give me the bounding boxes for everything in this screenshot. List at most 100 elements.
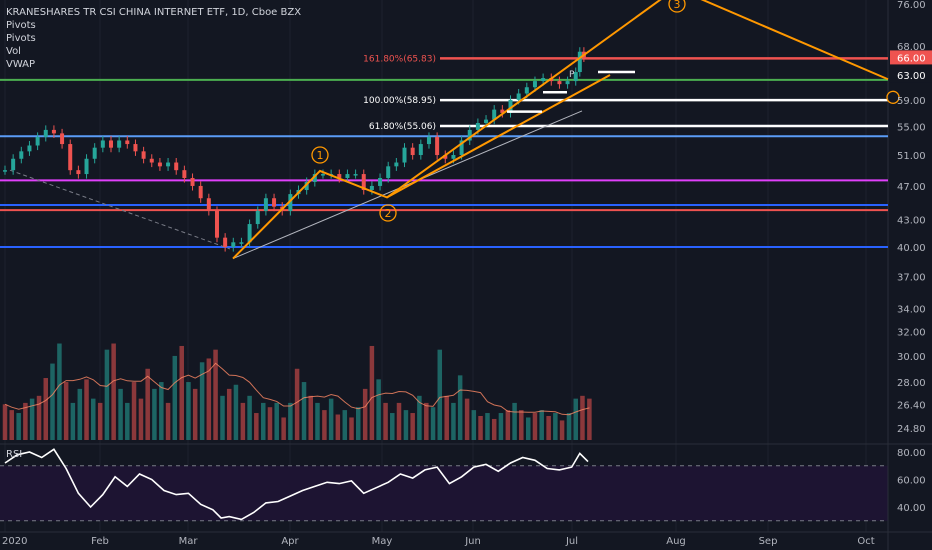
volume-bar (152, 388, 157, 440)
candle-body (532, 81, 537, 88)
wave-label-text: 3 (674, 0, 681, 11)
volume-bar (396, 402, 402, 440)
candle-body (337, 174, 342, 178)
volume-bar (43, 378, 49, 440)
volume-bar (172, 355, 178, 440)
candle-body (573, 72, 578, 82)
candle-body (239, 242, 244, 244)
price-tick-label: 34.00 (897, 305, 926, 316)
wave-label-circle (311, 146, 329, 164)
time-tick-label: 2020 (2, 536, 27, 547)
dashed-trendline (9, 169, 231, 250)
volume-bar (322, 410, 327, 440)
candle-body (117, 140, 122, 148)
volume-bar (281, 417, 286, 440)
candle-body (516, 93, 521, 100)
volume-bar (29, 398, 35, 440)
candle-body (206, 198, 211, 211)
rsi-tick-label: 80.00 (897, 448, 926, 459)
candle-body (68, 144, 73, 171)
volume-bar (294, 368, 300, 440)
candle-body (577, 51, 582, 73)
wave-label-text: 2 (385, 207, 392, 220)
volume-bar (559, 420, 565, 440)
candle-body (451, 155, 456, 159)
volume-bar (9, 410, 14, 440)
candle-body (369, 185, 374, 191)
fib-level-label: 100.00%(58.95) (363, 96, 436, 106)
volume-bar (16, 413, 21, 440)
candle-body (231, 242, 236, 248)
volume-bar (457, 375, 463, 440)
price-tick-label: 37.00 (897, 273, 926, 284)
candle-body (272, 198, 277, 207)
candle-body (484, 119, 489, 124)
volume-bar (213, 349, 218, 440)
candle-body (320, 174, 325, 176)
price-badge-label: 66.00 (897, 53, 926, 64)
candle-body (166, 162, 171, 167)
volume-bar (390, 413, 395, 440)
volume-bar (437, 349, 443, 440)
candle-body (557, 81, 562, 85)
volume-bar (36, 395, 42, 440)
volume-bar (118, 388, 123, 440)
volume-bar (566, 413, 572, 440)
candle-body (500, 109, 505, 113)
candle-body (174, 162, 179, 171)
volume-ma-line (4, 362, 590, 416)
volume-bar (355, 407, 361, 440)
price-tick-label: 55.00 (897, 122, 926, 133)
study-vol: Vol (6, 46, 21, 57)
time-tick-label: Mar (179, 536, 199, 547)
volume-bar (240, 402, 246, 440)
candle-body (426, 136, 431, 145)
candle-body (255, 210, 260, 225)
wave-channel-line (386, 74, 611, 199)
candle-body (108, 140, 113, 148)
volume-bar (77, 388, 83, 440)
volume-bar (70, 402, 76, 440)
volume-bar (417, 395, 422, 440)
volume-bar (308, 395, 313, 440)
price-tick-label: 24.80 (897, 424, 926, 435)
time-tick-label: Jul (565, 536, 578, 547)
volume-bar (539, 410, 544, 440)
volume-bar (261, 402, 266, 440)
candle-body (214, 210, 219, 238)
volume-bar (50, 363, 55, 440)
candle-body (3, 170, 7, 172)
volume-bar (220, 395, 225, 440)
candle-body (361, 174, 366, 191)
volume-bar (288, 402, 293, 440)
volume-bar (328, 398, 334, 440)
candle-body (418, 144, 423, 156)
fib-level-label: 161.80%(65.83) (363, 54, 436, 64)
volume-bar (478, 415, 483, 440)
study-pivots-1: Pivots (6, 20, 36, 31)
volume-bar (274, 402, 279, 440)
candle-body (508, 99, 513, 113)
candle-body (475, 123, 480, 130)
candle-body (60, 133, 65, 145)
volume-bar (138, 398, 144, 440)
price-tick-label: 47.00 (897, 182, 926, 193)
candle-body (304, 181, 309, 191)
volume-bar (206, 358, 212, 440)
volume-bar (505, 410, 511, 440)
symbol-title: KRANESHARES TR CSI CHINA INTERNET ETF, 1… (6, 7, 302, 18)
volume-bar (444, 395, 449, 440)
volume-bar (247, 395, 252, 440)
time-tick-label: Oct (857, 536, 874, 547)
candle-body (125, 140, 130, 145)
candle-body (459, 140, 464, 156)
candle-body (51, 129, 56, 134)
candle-body (92, 147, 97, 159)
price-badge (890, 50, 932, 65)
volume-bar (104, 349, 110, 440)
price-tick-label: 26.40 (897, 400, 926, 411)
candle-body (100, 140, 105, 148)
